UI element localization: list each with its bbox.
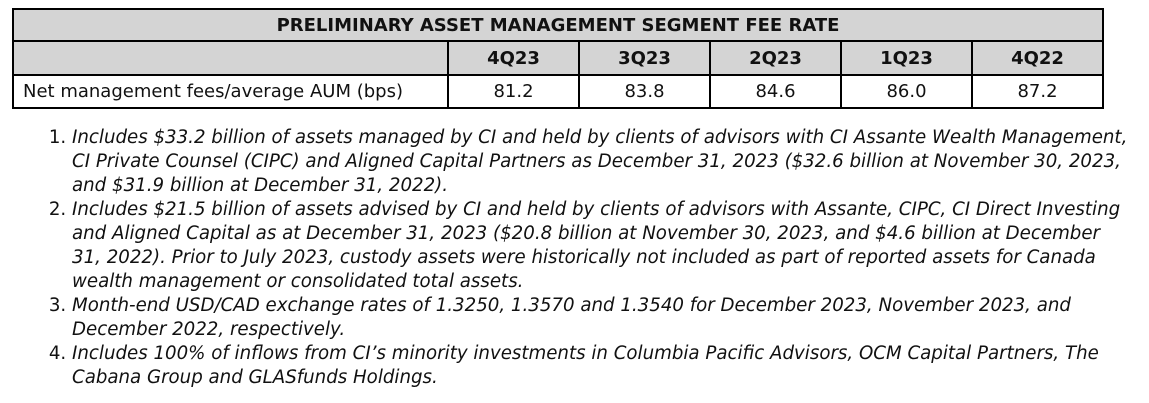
row-label: Net management fees/average AUM (bps) bbox=[12, 74, 449, 109]
table-cell: 81.2 bbox=[447, 74, 580, 109]
footnote-text: Includes 100% of inflows from CI’s minor… bbox=[72, 343, 1099, 388]
column-header: 3Q23 bbox=[578, 40, 711, 76]
table-cell: 87.2 bbox=[970, 74, 1105, 109]
column-header: 1Q23 bbox=[840, 40, 973, 76]
table-row: Net management fees/average AUM (bps) 81… bbox=[12, 74, 1105, 109]
footnote-text: Includes $21.5 billion of assets advised… bbox=[72, 199, 1121, 292]
fee-rate-table: PRELIMINARY ASSET MANAGEMENT SEGMENT FEE… bbox=[11, 8, 1105, 109]
footnote: Month-end USD/CAD exchange rates of 1.32… bbox=[72, 294, 1132, 342]
footnote: Includes $21.5 billion of assets advised… bbox=[72, 198, 1132, 294]
footnote: Includes $33.2 billion of assets managed… bbox=[72, 126, 1132, 198]
table-header-row: 4Q23 3Q23 2Q23 1Q23 4Q22 bbox=[12, 40, 1105, 76]
table-title-row: PRELIMINARY ASSET MANAGEMENT SEGMENT FEE… bbox=[11, 8, 1105, 42]
header-empty-cell bbox=[12, 40, 449, 76]
footnote-text: Month-end USD/CAD exchange rates of 1.32… bbox=[72, 295, 1071, 340]
table-cell: 86.0 bbox=[840, 74, 973, 109]
column-header: 4Q22 bbox=[970, 40, 1105, 76]
table-cell: 84.6 bbox=[709, 74, 842, 109]
column-header: 4Q23 bbox=[447, 40, 580, 76]
footnote: Includes 100% of inflows from CI’s minor… bbox=[72, 342, 1132, 390]
footnote-text: Includes $33.2 billion of assets managed… bbox=[72, 127, 1128, 196]
column-header: 2Q23 bbox=[709, 40, 842, 76]
footnotes-list: Includes $33.2 billion of assets managed… bbox=[44, 126, 1132, 390]
table-cell: 83.8 bbox=[578, 74, 711, 109]
table-title: PRELIMINARY ASSET MANAGEMENT SEGMENT FEE… bbox=[11, 8, 1105, 42]
